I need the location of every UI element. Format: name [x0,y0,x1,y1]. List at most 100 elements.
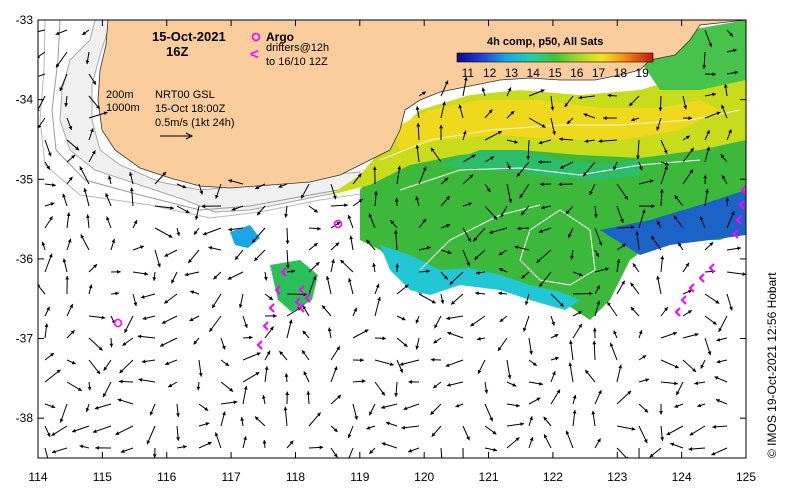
current-vector-head [357,173,362,178]
current-vector-head [69,304,73,309]
current-vector-head [95,105,100,110]
argo-float [333,219,343,229]
x-tick-label: 114 [28,470,47,484]
current-vector-head [529,416,533,421]
current-vector-head [605,267,610,272]
current-vector-head [577,311,582,315]
current-vector-head [585,369,589,374]
current-vector-head [519,194,524,199]
x-tick-label: 119 [350,470,369,484]
current-vector-head [312,275,317,280]
current-vector-head [120,449,125,454]
current-vector-head [638,330,643,335]
current-vector-head [347,214,352,219]
current-vector-head [374,190,378,195]
current-vector-head [540,89,545,93]
current-vector-head [689,431,694,436]
current-vector-head [556,389,561,394]
current-vector-head [446,196,450,200]
current-vector-head [439,124,443,129]
current-vector-head [38,124,42,129]
current-vector-head [589,190,593,195]
current-vector-head [473,237,478,242]
drifter-mark [256,340,263,350]
current-vector-head [214,432,219,437]
drifter-mark [735,215,742,225]
current-vector-head [325,276,330,280]
current-vector-head [660,437,665,441]
current-vector-head [723,84,728,88]
x-tick-label: 123 [607,470,627,484]
current-vector-head [592,327,597,332]
current-vector-head [79,166,84,171]
current-vector-head [621,280,625,285]
current-vector-head [51,183,56,187]
current-vector-head [443,275,448,280]
current-vector-head [466,436,470,441]
current-vector-head [709,242,714,247]
drifter-mark [304,293,311,303]
current-vector-head [550,106,555,111]
current-vector-head [554,334,559,338]
current-vector-head [91,150,96,155]
x-tick-label: 116 [157,470,176,484]
current-vector-head [568,362,573,367]
drifter-mark [294,297,301,307]
current-vector-head [284,373,289,377]
current-vector-head [461,464,465,468]
current-vector-head [618,364,623,369]
current-vector-head [164,299,169,304]
current-vector-head [673,215,678,220]
current-vector-head [101,315,106,320]
current-vector-head [687,310,692,314]
current-vector-head [403,406,408,411]
argo-legend-icon [251,32,261,42]
current-vector-head [565,210,570,215]
argo-floats [113,219,343,328]
current-vector-head [105,193,109,198]
colorbar-tick-label: 13 [505,66,519,80]
drifter-mark [674,307,681,317]
current-vector-head [49,216,53,221]
current-vector-head [631,426,636,431]
current-vector-head [597,438,601,443]
current-vector-head [630,307,635,311]
current-vector-head [41,241,46,246]
colorbar-tick-label: 12 [483,66,497,80]
current-vector-head [529,437,534,442]
current-vector-head [725,197,730,201]
current-vector-head [522,327,527,332]
current-vector-head [657,220,661,225]
current-vector-head [421,91,426,96]
depth-label-200m: 200m [106,89,134,101]
current-vector-head [129,172,133,176]
current-vector-head [189,317,194,321]
current-vector-head [474,255,479,260]
current-vector-head [71,360,76,365]
current-vector-head [133,220,138,225]
current-vector-head [578,323,582,328]
altimetry-time: 15-Oct 18:00Z [155,103,226,115]
current-vector-head [234,255,239,260]
current-vector-head [492,430,497,435]
current-vector-head [397,165,402,170]
map-date: 15-Oct-2021 [152,29,226,44]
current-vector-head [507,165,511,170]
current-vector-head [624,195,628,200]
current-vector-head [670,442,675,447]
current-vector-head [430,147,435,152]
credit-text: © IMOS 19-Oct-2021 12:56 Hobart [765,272,779,458]
current-vector-head [431,299,436,304]
current-vector-head [688,116,693,121]
map-hour: 16Z [166,44,188,59]
current-vector [440,447,443,458]
current-vector-head [193,230,198,235]
current-vector-head [512,383,517,387]
current-vector-head [332,195,337,200]
current-vector-head [572,394,577,399]
current-vector-head [227,276,232,280]
current-vector-head [415,144,420,149]
current-vector-head [702,65,707,70]
current-vector-head [649,179,654,184]
current-vector-head [583,113,588,117]
